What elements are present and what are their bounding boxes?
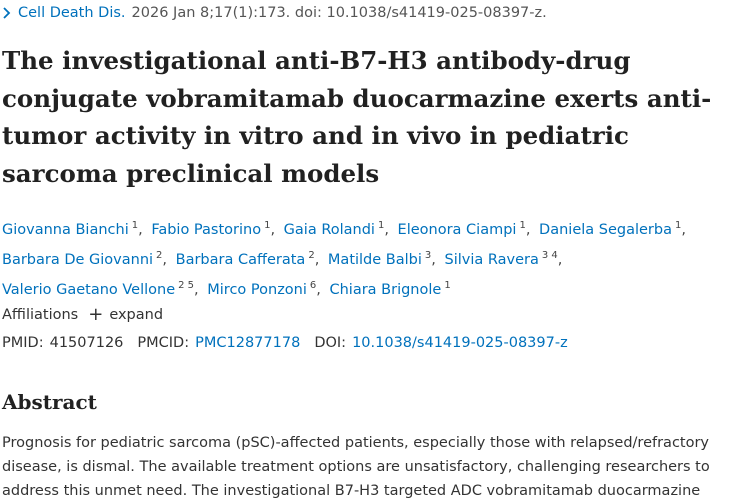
author-list: Giovanna Bianchi 1, Fabio Pastorino 1, Gai… (2, 213, 742, 303)
affiliation-number[interactable]: 1 (519, 220, 526, 231)
title-line: tumor activity in vitro and in vivo in p… (2, 121, 629, 150)
author-row: Valerio Gaetano Vellone 2 5, Mirco Ponzon… (2, 280, 451, 298)
title-line: conjugate vobramitamab duocarmazine exer… (2, 83, 712, 113)
affiliations-row: Affiliations + expand (2, 304, 163, 326)
abstract-text: Prognosis for pediatric sarcoma (pSC)-af… (2, 431, 742, 503)
author-link[interactable]: Barbara De Giovanni 2 (2, 250, 163, 268)
author-link[interactable]: Fabio Pastorino 1 (151, 220, 271, 238)
author-link[interactable]: Barbara Cafferata 2 (175, 250, 315, 268)
pmcid-link[interactable]: PMC12877178 (195, 335, 301, 351)
identifiers-row: PMID: 41507126 PMCID: PMC12877178 DOI: 1… (2, 331, 568, 355)
author-link[interactable]: Daniela Segalerba 1 (539, 220, 682, 238)
affiliation-number[interactable]: 6 (309, 280, 317, 291)
affiliation-number[interactable]: 1 (264, 220, 271, 231)
affiliation-number[interactable]: 2 (156, 250, 163, 261)
author-link[interactable]: Giovanna Bianchi 1 (2, 220, 139, 238)
author-link[interactable]: Eleonora Ciampi 1 (397, 220, 526, 238)
title-line: The investigational anti-B7-H3 antibody-… (2, 46, 631, 75)
affiliation-number[interactable]: 1 (444, 280, 451, 291)
affiliation-number[interactable]: 1 (377, 220, 385, 231)
citation-details: 2026 Jan 8;17(1):173. doi: 10.1038/s4141… (131, 5, 547, 21)
author-link[interactable]: Matilde Balbi 3 (327, 250, 432, 268)
author-link[interactable]: Silvia Ravera 3 4 (444, 250, 558, 268)
author-link[interactable]: Valerio Gaetano Vellone 2 5 (2, 280, 195, 298)
affiliation-number[interactable]: 2 5 (178, 280, 195, 291)
pmcid-label: PMCID: (137, 335, 190, 351)
chevron-right-icon[interactable] (0, 6, 14, 20)
journal-link[interactable]: Cell Death Dis. (18, 5, 126, 21)
affiliation-number[interactable]: 3 4 (541, 250, 558, 261)
abstract-line: Prognosis for pediatric sarcoma (pSC)-af… (2, 435, 710, 451)
pmid-label: PMID: (2, 335, 44, 351)
affiliation-number[interactable]: 3 (424, 250, 432, 261)
author-link[interactable]: Gaia Rolandi 1 (283, 220, 385, 238)
author-row: Barbara De Giovanni 2, Barbara Cafferata 2… (2, 250, 563, 268)
author-link[interactable]: Chiara Brignole 1 (329, 280, 451, 298)
affiliation-number[interactable]: 1 (131, 220, 139, 231)
citation-line: Cell Death Dis. 2026 Jan 8;17(1):173. do… (0, 2, 547, 24)
plus-icon: + (88, 304, 104, 325)
affiliations-label: Affiliations (2, 307, 79, 323)
doi-link[interactable]: 10.1038/s41419-025-08397-z (352, 335, 568, 351)
abstract-line: address this unmet need. The investigati… (2, 483, 701, 499)
title-line: sarcoma preclinical models (2, 158, 380, 188)
article-title: The investigational anti-B7-H3 antibody-… (2, 42, 742, 192)
abstract-heading: Abstract (2, 390, 97, 414)
author-row: Giovanna Bianchi 1, Fabio Pastorino 1, Gai… (2, 220, 686, 238)
abstract-line: disease, is dismal. The available treatm… (2, 459, 710, 475)
expand-label: expand (109, 307, 164, 323)
author-link[interactable]: Mirco Ponzoni 6 (207, 280, 317, 298)
doi-label: DOI: (314, 335, 347, 351)
expand-affiliations-button[interactable]: + expand (88, 306, 163, 324)
affiliation-number[interactable]: 2 (308, 250, 315, 261)
pmid-value: 41507126 (49, 335, 124, 351)
affiliation-number[interactable]: 1 (674, 220, 682, 231)
